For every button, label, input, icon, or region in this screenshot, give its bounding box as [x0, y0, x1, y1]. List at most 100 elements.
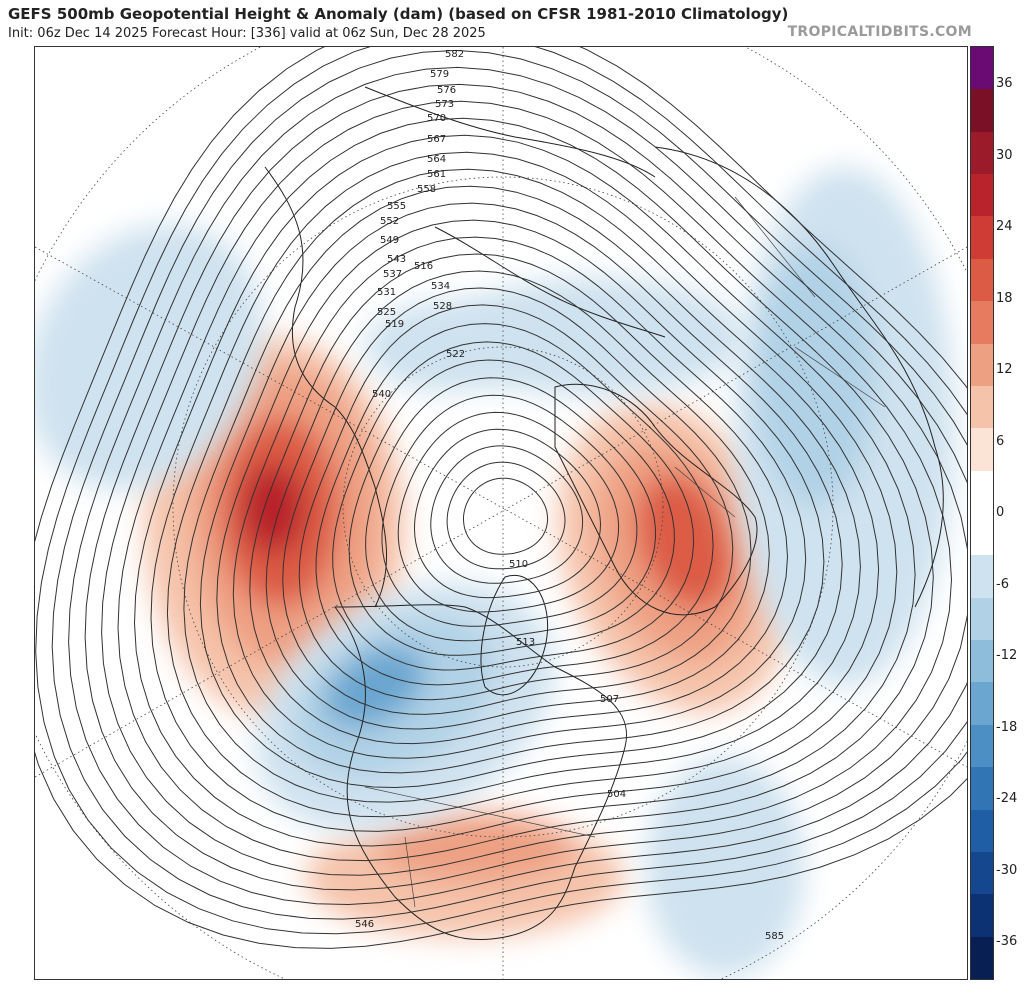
contour-line [249, 253, 789, 745]
contour-label: 552 [380, 216, 399, 227]
colorbar-swatch [971, 131, 993, 175]
contour-line [51, 49, 967, 920]
colorbar-swatch [971, 258, 993, 302]
contour-line [35, 47, 967, 949]
negative-anomaly-atlantic [645, 757, 805, 977]
contour-label: 576 [437, 85, 456, 96]
colorbar-tick: -18 [996, 719, 1018, 735]
contour-line [166, 168, 880, 818]
colorbar-swatch [971, 343, 993, 387]
contour-line [84, 83, 967, 891]
colorbar-tick: -6 [996, 576, 1009, 592]
contour-label: 510 [509, 559, 528, 570]
anomaly-colorbar [970, 46, 994, 980]
colorbar-swatch [971, 301, 993, 345]
geopotential-map: 582 579 576 573 570 567 564 561 558 555 552 549 543 5… [34, 46, 968, 980]
contour-line [199, 202, 843, 789]
contour-label: 549 [380, 235, 399, 246]
colorbar-swatch [971, 894, 993, 938]
contour-label: 543 [387, 254, 406, 265]
contour-label: 513 [516, 637, 535, 648]
contour-label: 546 [355, 919, 374, 930]
colorbar-tick: 6 [996, 433, 1005, 449]
colorbar-swatch [971, 640, 993, 683]
positive-anomaly-europe [558, 402, 792, 712]
contour-label: 504 [607, 789, 626, 800]
contour-label: 585 [765, 931, 784, 942]
contour-line [413, 428, 602, 599]
colorbar-tick: 30 [996, 147, 1013, 163]
colorbar-swatch [971, 936, 993, 980]
colorbar-swatch [971, 851, 993, 895]
contour-line [282, 287, 752, 715]
contour-label: 567 [427, 134, 446, 145]
contour-line [232, 236, 807, 759]
height-contour-labels: 582 579 576 573 570 567 564 561 558 555 552 549 543 5… [355, 49, 784, 942]
positive-anomaly-usa [305, 812, 625, 937]
contour-label: 531 [377, 287, 396, 298]
colorbar-swatch [971, 597, 993, 641]
contour-line [35, 47, 967, 935]
colorbar-tick: -30 [996, 862, 1018, 878]
colorbar-swatch [971, 470, 993, 514]
contour-line [183, 185, 861, 803]
map-subtitle: Init: 06z Dec 14 2025 Forecast Hour: [33… [8, 26, 486, 41]
contour-line [332, 341, 695, 671]
map-title: GEFS 500mb Geopotential Height & Anomaly… [8, 5, 789, 23]
colorbar-swatch [971, 174, 993, 217]
map-canvas: 582 579 576 573 570 567 564 561 558 555 552 549 543 5… [35, 47, 967, 979]
colorbar-swatch [971, 682, 993, 726]
contour-line [133, 134, 916, 847]
contour-line [315, 323, 714, 686]
contour-label: 564 [427, 154, 446, 165]
colorbar-swatch [971, 767, 993, 811]
contour-label: 540 [372, 389, 391, 400]
colorbar-tick: -12 [996, 648, 1018, 663]
colorbar-swatch [971, 216, 993, 260]
contour-line [348, 359, 675, 656]
colorbar-tick: 36 [996, 76, 1013, 91]
colorbar-tick: -36 [996, 934, 1018, 949]
contour-label: 534 [431, 281, 450, 292]
colorbar-tick: 12 [996, 362, 1013, 377]
contour-line [216, 219, 825, 774]
colorbar-swatch [971, 385, 993, 429]
negative-anomaly-north-pacific [35, 223, 525, 491]
contour-line [150, 151, 898, 832]
colorbar-swatch [971, 555, 993, 599]
contour-line [117, 117, 934, 862]
contour-label: 525 [377, 307, 396, 318]
contour-line [397, 411, 620, 613]
contour-label: 522 [446, 349, 465, 360]
negative-anomaly-russia [445, 277, 745, 397]
colorbar-swatch [971, 809, 993, 853]
contour-label: 555 [387, 201, 406, 212]
colorbar-swatch [971, 47, 993, 90]
contour-label: 528 [433, 301, 452, 312]
contour-label: 558 [417, 184, 436, 195]
contour-label: 570 [427, 113, 446, 124]
contour-label: 573 [435, 99, 454, 110]
contour-line [298, 304, 734, 701]
contour-line [365, 377, 657, 642]
colorbar-swatch [971, 428, 993, 472]
contour-label: 561 [427, 169, 446, 180]
contour-label: 537 [383, 269, 402, 280]
contour-label: 516 [414, 261, 433, 272]
brand-watermark: TROPICALTIDBITS.COM [787, 24, 972, 40]
contour-line [381, 394, 638, 627]
negative-anomaly-canada [255, 582, 555, 832]
contour-line [463, 477, 549, 555]
contour-label: 519 [385, 319, 404, 330]
colorbar-tick: -24 [996, 791, 1018, 806]
contour-line [430, 445, 584, 584]
contour-line [446, 461, 566, 570]
colorbar-swatch [971, 724, 993, 768]
contour-label: 507 [600, 694, 619, 705]
height-contours [35, 47, 967, 949]
contour-label: 582 [445, 49, 464, 60]
contour-line [265, 270, 770, 730]
colorbar-tick: 18 [996, 290, 1013, 306]
contour-line [68, 66, 967, 906]
colorbar-swatch [971, 513, 993, 556]
